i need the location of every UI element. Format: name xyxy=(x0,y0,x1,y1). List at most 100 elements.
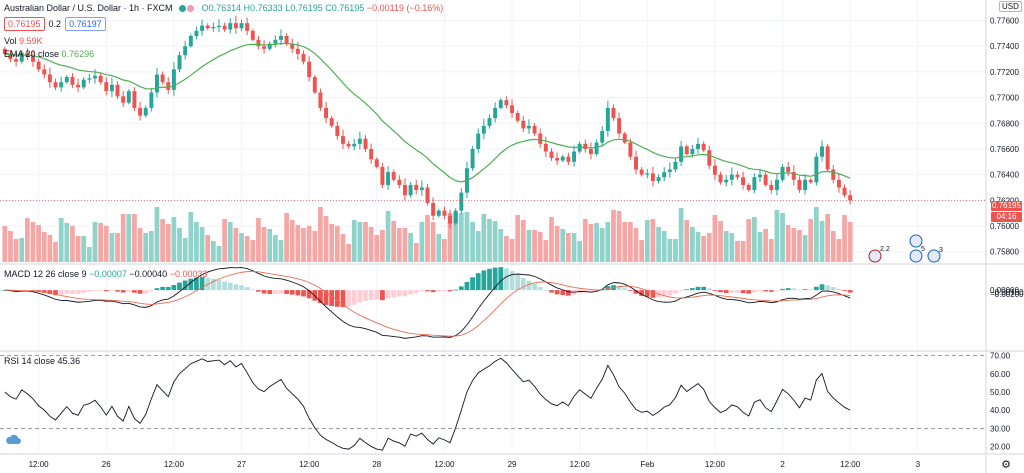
last-price-tag: 0.76195 xyxy=(991,201,1022,211)
candle-body xyxy=(493,107,498,119)
macd-histogram-bar xyxy=(396,290,402,297)
candle-body xyxy=(470,148,475,169)
volume-bar xyxy=(616,211,622,262)
candle-body xyxy=(205,25,210,29)
bid-ask-row: 0.76195 0.2 0.76197 xyxy=(4,17,110,31)
candle-body xyxy=(312,77,317,93)
macd-histogram-bar xyxy=(120,290,126,293)
economic-event-flag-icon[interactable] xyxy=(909,234,923,248)
candle-body xyxy=(431,202,436,216)
ohlc-open: O0.76314 xyxy=(201,3,242,13)
economic-event-flag-icon[interactable] xyxy=(927,249,941,263)
volume-bar xyxy=(464,212,470,262)
economic-event-flag-icon[interactable] xyxy=(909,249,923,263)
candle-body xyxy=(543,143,548,152)
volume-bar xyxy=(272,235,278,262)
candle-body xyxy=(594,142,599,155)
ohlc-high: H0.76333 xyxy=(243,3,283,13)
candle-body xyxy=(36,61,41,70)
candle-body xyxy=(504,100,509,106)
volume-bar xyxy=(802,235,808,262)
candle-body xyxy=(442,210,447,216)
candlesticks[interactable] xyxy=(2,16,853,229)
rsi-pane[interactable] xyxy=(0,355,986,451)
volume-bar xyxy=(735,241,740,262)
candle-body xyxy=(532,125,537,134)
macd-histogram-bar xyxy=(306,290,312,299)
macd-histogram-bar xyxy=(740,290,746,294)
macd-tick-label: 0.00000 xyxy=(990,286,1019,295)
vol-value: 9.59K xyxy=(19,36,43,46)
volume-bar xyxy=(470,222,475,262)
macd-histogram-bar xyxy=(137,290,143,294)
price-axis[interactable]: 0.77600 0.77400 0.77200 0.77000 0.76800 0.766… xyxy=(990,17,1024,452)
volume-bar xyxy=(318,207,323,262)
candle-body xyxy=(752,177,757,191)
volume-bar xyxy=(605,222,611,262)
macd-histogram-bar xyxy=(289,290,295,295)
macd-histogram-bar xyxy=(86,290,92,292)
volume-bar xyxy=(808,219,814,262)
volume-bar xyxy=(323,216,329,262)
economic-event-flag-icon[interactable] xyxy=(868,249,882,263)
candle-body xyxy=(284,35,289,44)
volume-bar xyxy=(346,244,351,262)
macd-histogram-bar xyxy=(334,290,340,307)
time-tick-label: 26 xyxy=(102,460,111,469)
candle-body xyxy=(357,138,362,144)
macd-pane[interactable] xyxy=(2,267,853,339)
volume-bar xyxy=(537,232,543,262)
candle-body xyxy=(380,166,385,185)
macd-histogram-bar xyxy=(616,286,622,291)
macd-histogram-bar xyxy=(622,288,628,291)
macd-histogram-bar xyxy=(594,290,599,292)
settings-gear-icon[interactable]: ⚙ xyxy=(1001,459,1011,471)
candle-body xyxy=(155,74,159,93)
volume-bar xyxy=(368,227,374,262)
event-markers[interactable]: 2.2 5 3 xyxy=(868,234,943,263)
rsi-legend[interactable]: RSI 14 close 45.36 xyxy=(4,356,80,366)
candle-body xyxy=(121,96,126,103)
macd-histogram-bar xyxy=(746,290,752,294)
vol-label: Vol xyxy=(4,36,17,46)
volume-bar xyxy=(768,239,774,262)
buy-button[interactable]: 0.76197 xyxy=(65,17,106,31)
macd-histogram-bar xyxy=(735,290,740,293)
volume-bar xyxy=(774,210,780,262)
time-axis[interactable]: 12:00 26 12:00 27 12:00 28 12:00 29 12:00 Feb 12:0… xyxy=(29,459,1011,471)
macd-histogram-bar xyxy=(425,290,430,292)
macd-histogram-bar xyxy=(92,290,98,291)
volume-bar xyxy=(644,220,650,262)
macd-legend[interactable]: MACD 12 26 close 9 −0.00007 −0.00040 −0.… xyxy=(4,269,207,279)
volume-bar xyxy=(154,207,160,262)
volume-bar xyxy=(58,218,64,262)
macd-histogram-bar xyxy=(515,274,521,291)
candle-body xyxy=(19,52,24,62)
macd-histogram-bar xyxy=(374,290,380,300)
currency-selector[interactable]: USD xyxy=(999,1,1022,12)
volume-bar xyxy=(661,231,667,262)
candle-body xyxy=(47,74,52,83)
volume-bar xyxy=(791,228,797,262)
ema-legend[interactable]: EMA 20 close 0.76296 xyxy=(4,49,94,59)
candle-body xyxy=(138,107,143,116)
sell-button[interactable]: 0.76195 xyxy=(4,17,45,31)
volume-bar xyxy=(70,226,75,262)
price-tick-label: 0.76000 xyxy=(990,222,1019,231)
rsi-value: 45.36 xyxy=(57,356,81,366)
macd-histogram-bar xyxy=(723,290,729,293)
candle-body xyxy=(679,146,684,162)
volume-bar xyxy=(554,226,560,262)
macd-label: MACD 12 26 close 9 xyxy=(4,269,87,279)
volume-bar xyxy=(267,229,273,262)
symbol-title[interactable]: Australian Dollar / U.S. Dollar · 1h · F… xyxy=(4,3,173,13)
candle-body xyxy=(160,74,165,83)
volume-bar xyxy=(718,221,723,262)
tradingview-cloud-icon[interactable] xyxy=(5,433,21,445)
price-tick-label: 0.76400 xyxy=(990,171,1019,180)
volume-legend[interactable]: Vol 9.59K xyxy=(4,36,43,46)
volume-bar xyxy=(763,229,769,262)
macd-histogram-bar xyxy=(278,290,284,294)
macd-signal-line xyxy=(4,270,851,337)
